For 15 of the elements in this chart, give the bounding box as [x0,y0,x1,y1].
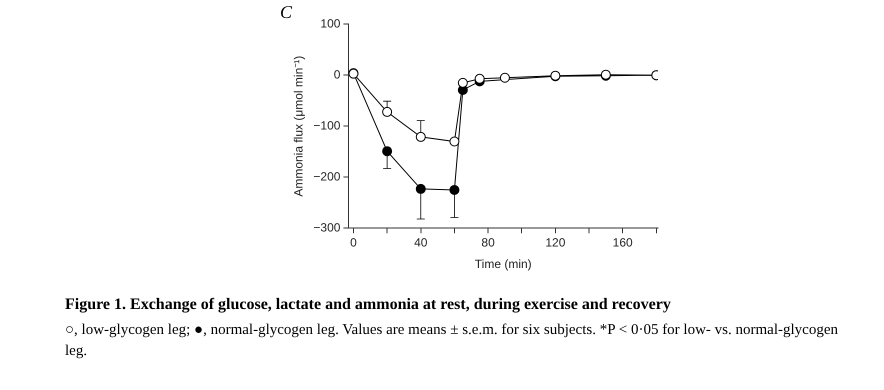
text: ○, low-glycogen leg; ●, normal-glycogen leg. Values are means ± s.e.m. for six subjects. *P < 0·05 for low- vs. normal-glycogen leg. [65,321,839,361]
y-tick-label: −200 [313,170,341,184]
y-tick-label: 0 [334,68,341,82]
y-tick-label: 100 [320,16,341,31]
y-axis-title: Ammonia flux (μmol min⁻¹) [292,56,306,197]
y-tick-label: −300 [313,220,341,235]
text: Figure 1. Exchange of glucose, lactate and ammonia at rest, during exercise and recovery [65,296,671,314]
text: C [280,2,292,23]
x-tick-label: 80 [481,236,496,250]
x-tick-label: 0 [350,236,358,250]
x-tick-label: 160 [612,236,633,250]
y-tick-label: −100 [313,118,341,133]
x-axis-title: Time (min) [474,257,532,272]
x-tick-label: 120 [545,236,566,250]
x-tick-label: 40 [414,236,428,250]
